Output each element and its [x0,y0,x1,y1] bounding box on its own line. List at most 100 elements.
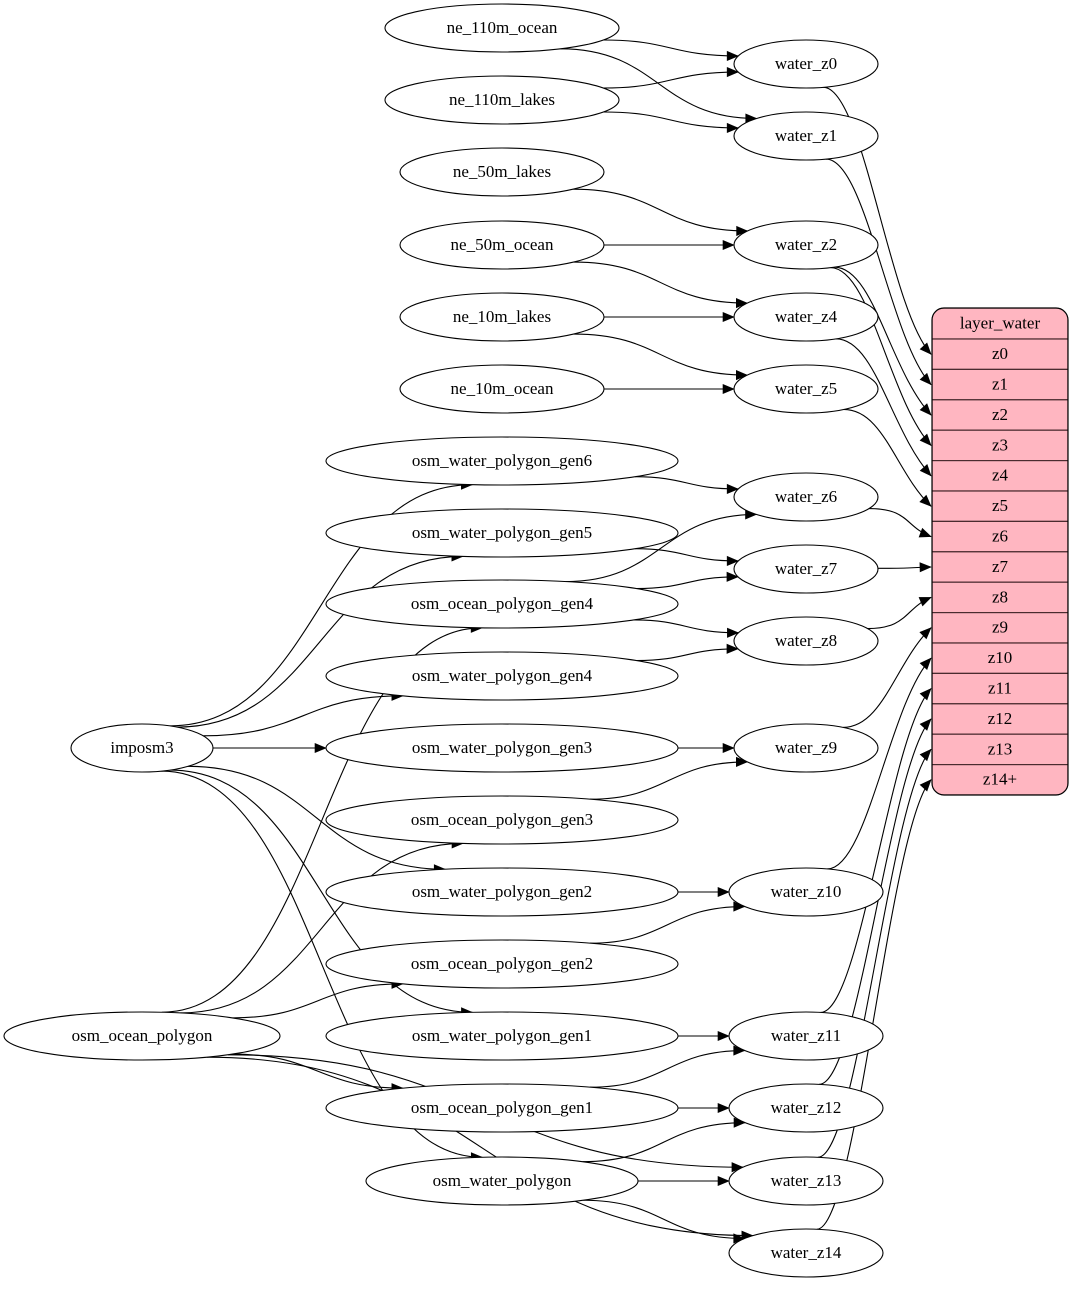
node-shape [399,364,605,414]
water-zoom-node-water_z0[interactable]: water_z0 [733,39,879,89]
osm-node-osm_ocean_polygon_gen1[interactable]: osm_ocean_polygon_gen1 [325,1083,679,1133]
node-label: osm_water_polygon_gen2 [412,882,592,901]
edge-ne_110m_lakes-to-water_z0 [603,71,739,89]
edge-ne_50m_ocean-to-water_z4 [573,261,748,304]
node-label: water_z6 [775,487,837,506]
natural-earth-node-ne_50m_ocean[interactable]: ne_50m_ocean [399,220,605,270]
node-label: water_z8 [775,631,837,650]
edge-arrowhead [717,1030,730,1042]
node-label: osm_water_polygon_gen4 [412,666,593,685]
node-shape [325,1011,679,1061]
edge-water_z9-to-row-z9 [842,627,932,728]
layer-table-row-label: z11 [988,679,1012,698]
layer-table-row-z2[interactable] [932,399,1068,431]
layer-table-row-z7[interactable] [932,551,1068,583]
edge-arrowhead [919,342,932,355]
edge-water_z4-to-row-z4 [835,338,932,477]
layer-table-row-label: z14+ [983,770,1017,789]
edge-imposm3-to-osm_water_polygon_gen4 [203,695,403,737]
osm-node-osm_ocean_polygon_gen4[interactable]: osm_ocean_polygon_gen4 [325,579,679,629]
node-label: water_z14 [771,1243,842,1262]
edge-arrowhead [919,657,932,670]
node-label: osm_water_polygon_gen5 [412,523,592,542]
water-zoom-node-water_z2[interactable]: water_z2 [733,220,879,270]
osm-node-osm_water_polygon_gen1[interactable]: osm_water_polygon_gen1 [325,1011,679,1061]
node-label: imposm3 [110,738,173,757]
layer-table-row-label: z5 [992,496,1008,515]
water-zoom-node-water_z14[interactable]: water_z14 [728,1228,884,1278]
water-zoom-node-water_z13[interactable]: water_z13 [728,1156,884,1206]
osm-node-osm_ocean_polygon_gen2[interactable]: osm_ocean_polygon_gen2 [325,939,679,989]
edge-osm_ocean_polygon-to-osm_ocean_polygon_gen3 [180,842,463,1014]
natural-earth-node-ne_110m_lakes[interactable]: ne_110m_lakes [384,75,620,125]
node-label: osm_water_polygon [433,1171,572,1190]
natural-earth-node-ne_50m_lakes[interactable]: ne_50m_lakes [399,147,605,197]
osm-node-osm_water_polygon_gen4[interactable]: osm_water_polygon_gen4 [325,651,679,701]
node-shape [325,651,679,701]
node-shape [399,220,605,270]
osm-node-osm_water_polygon[interactable]: osm_water_polygon [365,1156,639,1206]
water-zoom-node-water_z8[interactable]: water_z8 [733,616,879,666]
node-shape [733,723,879,773]
osm-node-osm_water_polygon_gen6[interactable]: osm_water_polygon_gen6 [325,436,679,486]
osm-node-osm_ocean_polygon_gen3[interactable]: osm_ocean_polygon_gen3 [325,795,679,845]
node-shape [733,364,879,414]
osm-node-osm_water_polygon_gen2[interactable]: osm_water_polygon_gen2 [325,867,679,917]
edge-arrowhead [919,562,932,573]
edge-arrowhead [722,383,735,395]
layer-table-row-z6[interactable] [932,520,1068,553]
water-zoom-node-water_z10[interactable]: water_z10 [728,867,884,917]
edge-arrowhead [717,1175,730,1187]
layer-table-outline [931,307,1069,796]
edge-arrowhead [919,779,932,792]
osm-node-osm_water_polygon_gen5[interactable]: osm_water_polygon_gen5 [325,508,679,558]
node-shape [325,795,679,845]
layer-table-row-z8[interactable] [932,581,1068,614]
water-zoom-node-water_z5[interactable]: water_z5 [733,364,879,414]
water-zoom-node-water_z9[interactable]: water_z9 [733,723,879,773]
node-shape [733,472,879,522]
edge-arrowhead [919,403,932,416]
edge-arrowhead [919,718,932,731]
node-shape [728,1083,884,1133]
water-zoom-node-water_z7[interactable]: water_z7 [733,544,879,594]
edge-osm_ocean_polygon-to-osm_ocean_polygon_gen2 [232,983,403,1019]
water-zoom-node-water_z6[interactable]: water_z6 [733,472,879,522]
node-shape [325,939,679,989]
edge-arrowhead [919,627,932,640]
layer-table-row-label: z1 [992,375,1008,394]
nodes-layer: imposm3 osm_ocean_polygon ne_110m_ocean ne_… [3,3,884,1278]
node-label: water_z2 [775,235,837,254]
node-label: water_z12 [771,1098,842,1117]
natural-earth-node-ne_10m_ocean[interactable]: ne_10m_ocean [399,364,605,414]
edge-arrowhead [919,372,932,386]
edges-layer [161,39,932,1244]
source-node-imposm3[interactable]: imposm3 [70,723,214,773]
node-label: osm_ocean_polygon_gen2 [411,954,593,973]
node-shape [70,723,214,773]
node-label: water_z11 [771,1026,841,1045]
water-zoom-node-water_z4[interactable]: water_z4 [733,292,879,342]
node-label: osm_ocean_polygon_gen4 [411,594,594,613]
natural-earth-node-ne_10m_lakes[interactable]: ne_10m_lakes [399,292,605,342]
water-zoom-node-water_z1[interactable]: water_z1 [733,111,879,161]
node-shape [399,147,605,197]
layer-table-row-label: z13 [988,739,1013,758]
node-label: osm_ocean_polygon_gen3 [411,810,593,829]
osm-node-osm_water_polygon_gen3[interactable]: osm_water_polygon_gen3 [325,723,679,773]
edge-water_z14-to-row-z14+ [816,779,932,1230]
edge-arrowhead [722,239,735,251]
layer-table-row-z3[interactable] [932,429,1068,462]
water-zoom-node-water_z12[interactable]: water_z12 [728,1083,884,1133]
edge-arrowhead [722,742,735,754]
water-zoom-node-water_z11[interactable]: water_z11 [728,1011,884,1061]
source-node-osm_ocean_polygon[interactable]: osm_ocean_polygon [3,1011,281,1061]
layer-table-row-z5[interactable] [932,490,1068,522]
node-label: water_z9 [775,738,837,757]
edge-arrowhead [726,555,739,567]
node-label: water_z10 [771,882,842,901]
node-shape [325,867,679,917]
natural-earth-node-ne_110m_ocean[interactable]: ne_110m_ocean [384,3,620,53]
layer-table-row-label: z9 [992,618,1008,637]
edge-arrowhead [726,66,739,78]
